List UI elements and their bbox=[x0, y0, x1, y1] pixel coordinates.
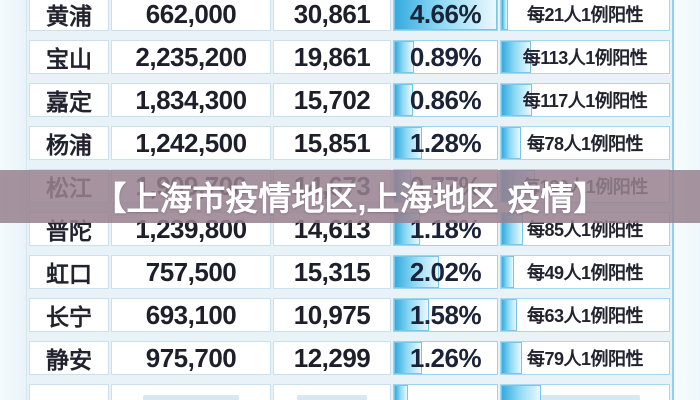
cases-cell: 15,702 bbox=[273, 83, 391, 117]
ratio-databar bbox=[501, 299, 517, 331]
ratio-databar bbox=[501, 84, 532, 116]
positive-rate-databar bbox=[394, 0, 497, 30]
population-cell: 975,700 bbox=[111, 341, 271, 375]
population-cell: 693,100 bbox=[111, 298, 271, 332]
positive-rate-cell: 1.28% bbox=[393, 126, 498, 160]
population-cell: 757,500 bbox=[111, 255, 271, 289]
district-cell: 杨浦 bbox=[29, 126, 109, 160]
positive-rate-databar bbox=[394, 41, 414, 73]
positive-rate-cell: 4.66% bbox=[393, 0, 498, 31]
table-row bbox=[29, 384, 670, 400]
ratio-cell: 每63人1例阳性 bbox=[500, 298, 670, 332]
cases-cell: 10,975 bbox=[273, 298, 391, 332]
population-cell: 1,834,300 bbox=[111, 83, 271, 117]
ratio-cell: 每21人1例阳性 bbox=[500, 0, 670, 31]
positive-rate-cell: 2.02% bbox=[393, 255, 498, 289]
cases-cell: 15,315 bbox=[273, 255, 391, 289]
table-row: 杨浦 1,242,500 15,851 1.28% 每78人1例阳性 bbox=[29, 126, 670, 160]
ratio-databar bbox=[501, 0, 508, 30]
positive-rate-cell: 0.86% bbox=[393, 83, 498, 117]
population-cell: 2,235,200 bbox=[111, 40, 271, 74]
positive-rate-cell: 1.26% bbox=[393, 341, 498, 375]
population-cell: 1,242,500 bbox=[111, 126, 271, 160]
positive-rate-databar bbox=[394, 385, 408, 400]
positive-rate-cell: 0.89% bbox=[393, 40, 498, 74]
table-row: 静安 975,700 12,299 1.26% 每79人1例阳性 bbox=[29, 341, 670, 375]
caption-text: 【上海市疫情地区,上海地区 疫情】 bbox=[93, 180, 607, 217]
positive-rate-databar bbox=[394, 342, 422, 374]
ratio-cell: 每117人1例阳性 bbox=[500, 83, 670, 117]
cases-cell: 19,861 bbox=[273, 40, 391, 74]
table-row: 嘉定 1,834,300 15,702 0.86% 每117人1例阳性 bbox=[29, 83, 670, 117]
cases-cell: 12,299 bbox=[273, 341, 391, 375]
positive-rate-cell bbox=[393, 384, 498, 400]
ratio-databar bbox=[501, 256, 514, 288]
district-cell: 长宁 bbox=[29, 298, 109, 332]
ratio-cell: 每79人1例阳性 bbox=[500, 341, 670, 375]
caption-overlay-band: 【上海市疫情地区,上海地区 疫情】 bbox=[0, 170, 700, 223]
positive-rate-databar bbox=[394, 127, 423, 159]
table-row: 虹口 757,500 15,315 2.02% 每49人1例阳性 bbox=[29, 255, 670, 289]
ratio-cell: 每49人1例阳性 bbox=[500, 255, 670, 289]
positive-rate-databar bbox=[394, 299, 429, 331]
district-cell: 静安 bbox=[29, 341, 109, 375]
ratio-cell bbox=[500, 384, 670, 400]
population-cell: 662,000 bbox=[111, 0, 271, 31]
district-cell: 宝山 bbox=[29, 40, 109, 74]
district-cell: 嘉定 bbox=[29, 83, 109, 117]
population-cell bbox=[111, 384, 271, 400]
ratio-databar bbox=[501, 385, 541, 400]
table-row: 宝山 2,235,200 19,861 0.89% 每113人1例阳性 bbox=[29, 40, 670, 74]
ratio-databar bbox=[501, 127, 521, 159]
district-cell: 黄浦 bbox=[29, 0, 109, 31]
ratio-cell: 每78人1例阳性 bbox=[500, 126, 670, 160]
cases-cell: 30,861 bbox=[273, 0, 391, 31]
cases-cell bbox=[273, 384, 391, 400]
positive-rate-cell: 1.58% bbox=[393, 298, 498, 332]
cases-cell: 15,851 bbox=[273, 126, 391, 160]
table-row: 长宁 693,100 10,975 1.58% 每63人1例阳性 bbox=[29, 298, 670, 332]
district-cell: 虹口 bbox=[29, 255, 109, 289]
table-row: 黄浦 662,000 30,861 4.66% 每21人1例阳性 bbox=[29, 0, 670, 31]
district-cell bbox=[29, 384, 109, 400]
positive-rate-databar bbox=[394, 256, 439, 288]
ratio-databar bbox=[501, 342, 522, 374]
ratio-databar bbox=[501, 41, 531, 73]
positive-rate-databar bbox=[394, 84, 413, 116]
ratio-cell: 每113人1例阳性 bbox=[500, 40, 670, 74]
